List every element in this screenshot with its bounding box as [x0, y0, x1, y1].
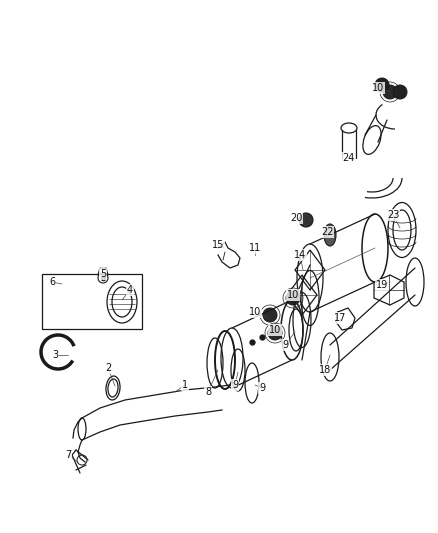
Text: 11: 11	[249, 243, 261, 253]
Circle shape	[299, 213, 313, 227]
Text: 2: 2	[105, 363, 111, 373]
Text: 14: 14	[294, 250, 306, 260]
Text: 20: 20	[290, 213, 302, 223]
Ellipse shape	[324, 224, 336, 246]
Text: 6: 6	[49, 277, 55, 287]
Text: 10: 10	[287, 290, 299, 300]
Text: 17: 17	[334, 313, 346, 323]
Text: 1: 1	[182, 380, 188, 390]
Circle shape	[268, 326, 282, 340]
Text: 9: 9	[282, 340, 288, 350]
Text: 7: 7	[65, 450, 71, 460]
Circle shape	[393, 85, 407, 99]
Text: 4: 4	[127, 285, 133, 295]
Text: 10: 10	[372, 83, 384, 93]
Text: 19: 19	[376, 280, 388, 290]
Circle shape	[286, 291, 300, 305]
Text: 9: 9	[232, 380, 238, 390]
Text: 5: 5	[100, 269, 106, 279]
Circle shape	[375, 78, 389, 92]
Text: 22: 22	[321, 227, 333, 237]
Circle shape	[263, 308, 277, 322]
Text: 10: 10	[269, 325, 281, 335]
Circle shape	[383, 85, 397, 99]
Text: 18: 18	[319, 365, 331, 375]
Text: 23: 23	[387, 210, 399, 220]
Text: 10: 10	[249, 307, 261, 317]
Text: 9: 9	[259, 383, 265, 393]
Text: 24: 24	[342, 153, 354, 163]
Text: 8: 8	[205, 387, 211, 397]
Text: 3: 3	[52, 350, 58, 360]
Text: 15: 15	[212, 240, 224, 250]
